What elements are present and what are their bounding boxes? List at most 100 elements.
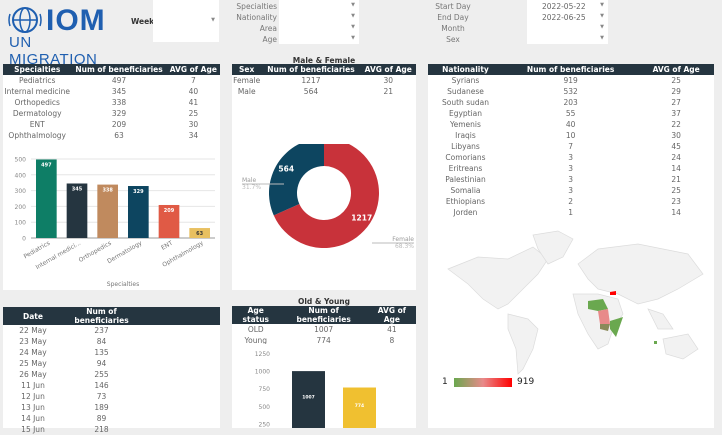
sex-filter[interactable]: ▼ bbox=[527, 33, 608, 44]
specialties-bar-chart: 0100200300400500497Pediatrics345Internal… bbox=[15, 157, 215, 288]
bar-data-label: 63 bbox=[196, 231, 203, 237]
bar-data-label: 497 bbox=[41, 162, 52, 168]
table-row: 22 May 237 bbox=[3, 325, 220, 336]
x-axis-label: Specialties bbox=[107, 281, 139, 288]
column-header[interactable]: Date bbox=[3, 307, 63, 325]
column-header[interactable]: Sex bbox=[232, 64, 262, 75]
y-tick-label: 1250 bbox=[255, 351, 270, 358]
table-cell: 919 bbox=[563, 76, 578, 85]
table-cell: 30 bbox=[671, 131, 681, 140]
sex-table: Sex Num of beneficiaries AVG of Age Female 1… bbox=[232, 64, 416, 97]
column-header[interactable]: Specialties bbox=[3, 64, 72, 75]
chevron-down-icon: ▼ bbox=[351, 2, 355, 8]
bar[interactable] bbox=[66, 183, 88, 238]
map-region-comoros[interactable] bbox=[654, 341, 657, 344]
bar[interactable] bbox=[36, 159, 57, 238]
week-filter[interactable]: ▼ bbox=[153, 0, 219, 42]
table-cell: 40 bbox=[565, 120, 576, 129]
table-row: Iraqis 10 30 bbox=[428, 130, 714, 141]
table-row: Ethiopians 2 23 bbox=[428, 196, 714, 207]
table-cell: 25 bbox=[188, 109, 199, 118]
column-header[interactable]: AVG of Age bbox=[367, 306, 416, 324]
table-row: Libyans 7 45 bbox=[428, 141, 714, 152]
nationality-filter[interactable]: ▼ bbox=[279, 11, 359, 22]
table-cell: OLD bbox=[247, 325, 264, 334]
column-header[interactable]: Num of beneficiaries bbox=[63, 307, 140, 325]
chevron-down-icon: ▼ bbox=[351, 24, 355, 30]
map-color-scale bbox=[454, 378, 512, 387]
age-filter[interactable]: ▼ bbox=[279, 33, 359, 44]
female-callout-label: Female bbox=[392, 236, 414, 243]
table-cell: 23 May bbox=[19, 337, 47, 346]
table-row: Comorians 3 24 bbox=[428, 152, 714, 163]
table-cell: Iraqis bbox=[455, 131, 476, 140]
table-cell: 8 bbox=[389, 336, 395, 345]
chevron-down-icon: ▼ bbox=[211, 17, 215, 23]
table-cell: 40 bbox=[188, 87, 199, 96]
table-cell: 25 bbox=[671, 76, 681, 85]
table-row: Internal medicine 345 40 bbox=[3, 86, 220, 97]
bar-young[interactable] bbox=[343, 387, 376, 428]
bar[interactable] bbox=[189, 228, 210, 238]
column-header[interactable]: Nationality bbox=[428, 64, 503, 75]
male-callout-label: Male bbox=[242, 177, 257, 184]
bar[interactable] bbox=[97, 184, 118, 238]
map-region-horn-africa[interactable] bbox=[610, 317, 623, 337]
table-cell: 41 bbox=[387, 325, 397, 334]
area-filter[interactable]: ▼ bbox=[279, 22, 359, 33]
table-cell: 23 bbox=[671, 197, 681, 206]
bar[interactable] bbox=[128, 186, 149, 238]
column-header[interactable]: AVG of Age bbox=[166, 64, 220, 75]
table-cell: 11 Jun bbox=[21, 381, 45, 390]
map-region-sudan[interactable] bbox=[598, 309, 610, 324]
donut-slice-male[interactable] bbox=[269, 144, 324, 216]
table-cell: 7 bbox=[190, 76, 196, 85]
table-cell: 24 May bbox=[19, 348, 47, 357]
y-tick-label: 500 bbox=[259, 404, 271, 411]
table-cell: 27 bbox=[671, 98, 681, 107]
y-tick-label: 300 bbox=[15, 188, 27, 195]
table-row: Pediatrics 497 7 bbox=[3, 75, 220, 86]
month-filter[interactable]: ▼ bbox=[527, 22, 608, 33]
table-cell: 30 bbox=[383, 76, 394, 85]
table-cell: 14 Jun bbox=[21, 414, 45, 423]
table-cell: 63 bbox=[114, 131, 124, 140]
bar[interactable] bbox=[158, 204, 180, 238]
map-region-south-sudan[interactable] bbox=[600, 324, 610, 331]
table-row: South sudan 203 27 bbox=[428, 97, 714, 108]
table-cell: 22 May bbox=[19, 326, 47, 335]
table-cell: 41 bbox=[188, 98, 199, 107]
column-header[interactable]: Age status bbox=[232, 306, 280, 324]
specialties-filter[interactable]: ▼ bbox=[279, 0, 359, 11]
spacer bbox=[140, 307, 220, 325]
table-row: Male 564 21 bbox=[232, 86, 416, 97]
table-cell: 1 bbox=[568, 208, 574, 217]
column-header[interactable]: Num of beneficiaries bbox=[502, 64, 639, 75]
y-tick-label: 250 bbox=[259, 421, 271, 428]
bar-old[interactable] bbox=[292, 371, 325, 428]
donut-slice-female[interactable] bbox=[273, 144, 379, 248]
table-cell: 73 bbox=[96, 392, 107, 401]
start-day-filter[interactable]: 2022-05-22 ▼ bbox=[527, 0, 608, 11]
specialties-table: Specialties Num of beneficiaries AVG of Ag… bbox=[3, 64, 220, 141]
table-cell: 21 bbox=[383, 87, 394, 96]
column-header[interactable]: Num of beneficiaries bbox=[279, 306, 368, 324]
sex-filter-label: Sex bbox=[446, 35, 460, 44]
table-cell: Pediatrics bbox=[18, 76, 56, 85]
bar-data-label: 1007 bbox=[302, 395, 315, 401]
map-region-egypt-libya[interactable] bbox=[588, 299, 608, 311]
spacer bbox=[140, 380, 220, 391]
table-cell: 26 May bbox=[19, 370, 47, 379]
world-map[interactable] bbox=[438, 229, 708, 379]
column-header[interactable]: AVG of Age bbox=[360, 64, 416, 75]
map-region-syria[interactable] bbox=[610, 291, 616, 295]
y-tick-label: 750 bbox=[259, 386, 271, 393]
column-header[interactable]: Num of beneficiaries bbox=[71, 64, 167, 75]
table-cell: 14 bbox=[671, 208, 681, 217]
column-header[interactable]: AVG of Age bbox=[638, 64, 714, 75]
end-day-filter[interactable]: 2022-06-25 ▼ bbox=[527, 11, 608, 22]
y-tick-label: 500 bbox=[15, 157, 27, 164]
age-table: Age status Num of beneficiaries AVG of Age… bbox=[232, 306, 416, 346]
table-row: 26 May 255 bbox=[3, 369, 220, 380]
column-header[interactable]: Num of beneficiaries bbox=[261, 64, 361, 75]
